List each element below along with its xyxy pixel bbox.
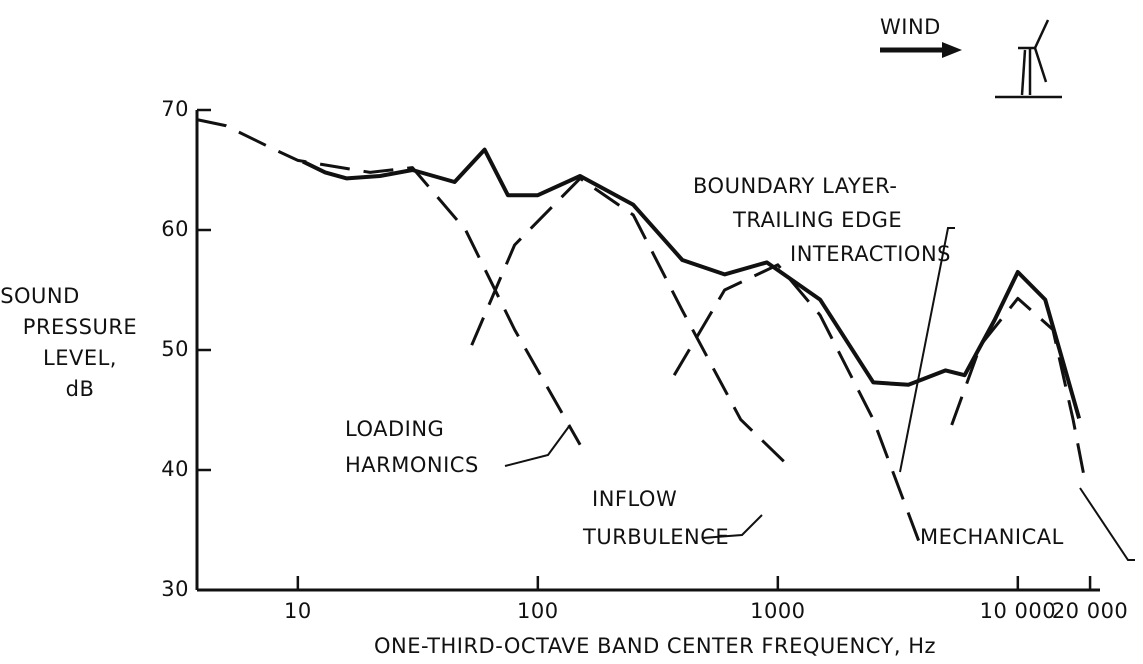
y-tick-label: 50: [161, 337, 189, 361]
annotation: INTERACTIONS: [790, 242, 951, 266]
y-label-line: LEVEL,: [43, 346, 117, 370]
dashed-line: [674, 265, 922, 551]
annotation: INFLOW: [592, 487, 677, 511]
wind-arrow-head: [942, 42, 962, 58]
x-tick-label: 10: [284, 599, 312, 623]
turbine-icon: [995, 20, 1062, 97]
leader: [505, 425, 570, 466]
x-tick-label: 100: [517, 599, 559, 623]
annotation: BOUNDARY LAYER-: [693, 174, 897, 198]
leader: [1080, 488, 1135, 560]
annotation: TURBULENCE: [582, 525, 729, 549]
x-tick-label: 20 000: [1052, 599, 1128, 623]
wind-label: WIND: [880, 15, 941, 39]
annotation: LOADING: [345, 417, 444, 441]
x-axis-label: ONE-THIRD-OCTAVE BAND CENTER FREQUENCY, …: [374, 634, 936, 658]
chart: WIND SOUND PRESSURE LEVEL, dB ONE-THIRD-…: [0, 0, 1143, 664]
annotation: HARMONICS: [345, 453, 479, 477]
x-tick-label: 10 000: [980, 599, 1056, 623]
x-tick-label: 1000: [750, 599, 805, 623]
dashed-line: [197, 120, 580, 445]
solid-line: [303, 150, 1079, 419]
y-label-line: dB: [66, 377, 95, 401]
y-tick-label: 70: [161, 97, 189, 121]
y-tick-label: 30: [161, 577, 189, 601]
y-tick-label: 60: [161, 217, 189, 241]
annotation: MECHANICAL: [920, 525, 1064, 549]
dashed-line: [952, 298, 1085, 479]
y-label-line: PRESSURE: [23, 315, 137, 339]
y-label-line: SOUND: [0, 284, 80, 308]
annotation: TRAILING EDGE: [732, 208, 902, 232]
y-tick-label: 40: [161, 457, 189, 481]
